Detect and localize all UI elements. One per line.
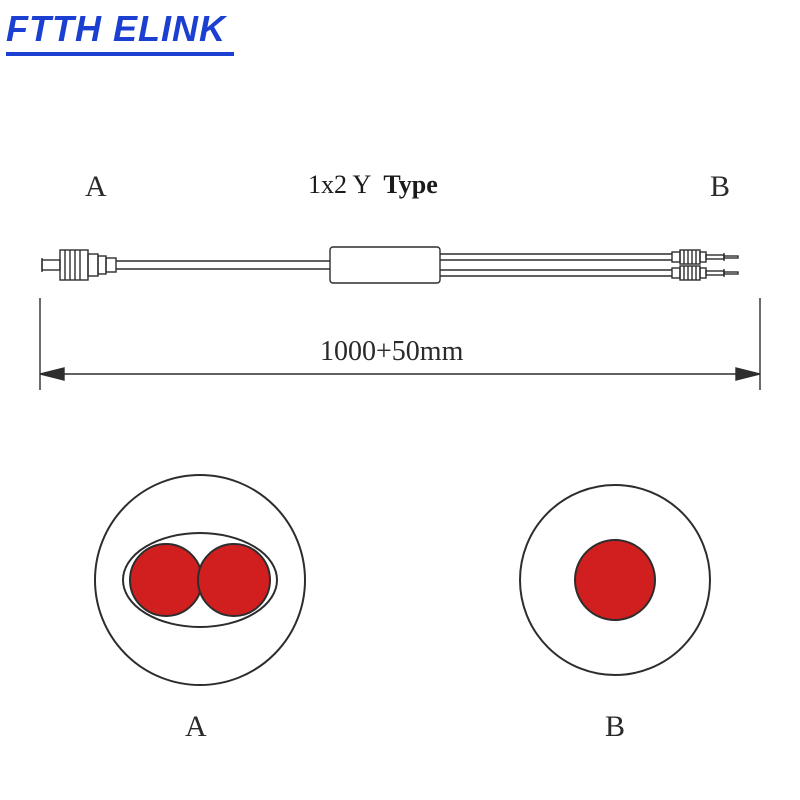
end-b-label: B (710, 170, 730, 204)
cross-section-a-icon (70, 450, 330, 710)
brand-watermark: FTTH ELINK (6, 8, 234, 56)
type-word: Type (383, 170, 437, 199)
type-prefix: 1x2 Y (308, 170, 370, 199)
cable-type-label: 1x2 Y Type (308, 170, 438, 200)
end-a-label: A (85, 170, 107, 204)
diagram-canvas: FTTH ELINK A B 1x2 Y Type (0, 0, 800, 800)
cross-section-b-icon (495, 460, 735, 700)
dimension-line-icon (0, 290, 800, 410)
cross-section-a-label: A (185, 710, 207, 744)
cross-section-b-label: B (605, 710, 625, 744)
